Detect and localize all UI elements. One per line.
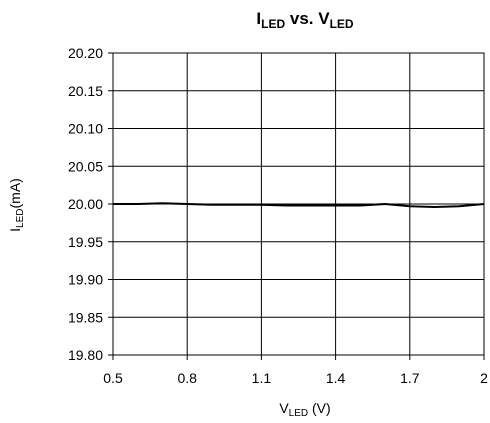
y-tick-label: 19.95 (68, 234, 103, 250)
y-tick-label: 20.15 (68, 83, 103, 99)
x-tick-label: 1.4 (326, 370, 346, 386)
plot-area-border (112, 52, 485, 356)
y-tick-label: 20.05 (68, 158, 103, 174)
x-axis-label: VLED (V) (279, 400, 330, 419)
y-tick-label: 20.00 (68, 196, 103, 212)
y-tick-label: 20.20 (68, 45, 103, 61)
y-tick-label: 19.90 (68, 272, 103, 288)
x-tick-label: 1.7 (400, 370, 420, 386)
x-tick-label: 0.5 (103, 370, 123, 386)
chart-title: ILED vs. VLED (256, 9, 353, 31)
y-axis-label: ILED(mA) (7, 178, 26, 232)
tick-labels: 19.80 19.85 19.90 19.95 20.00 20.05 20.10 20.15… (68, 45, 488, 386)
series-line (113, 202, 485, 209)
data-series (113, 202, 485, 209)
y-tick-label: 19.80 (68, 347, 103, 363)
y-tick-label: 19.85 (68, 309, 103, 325)
y-tick-label: 20.10 (68, 121, 103, 137)
x-tick-label: 0.8 (177, 370, 197, 386)
x-tick-label: 2 (480, 370, 488, 386)
x-tick-label: 1.1 (252, 370, 272, 386)
